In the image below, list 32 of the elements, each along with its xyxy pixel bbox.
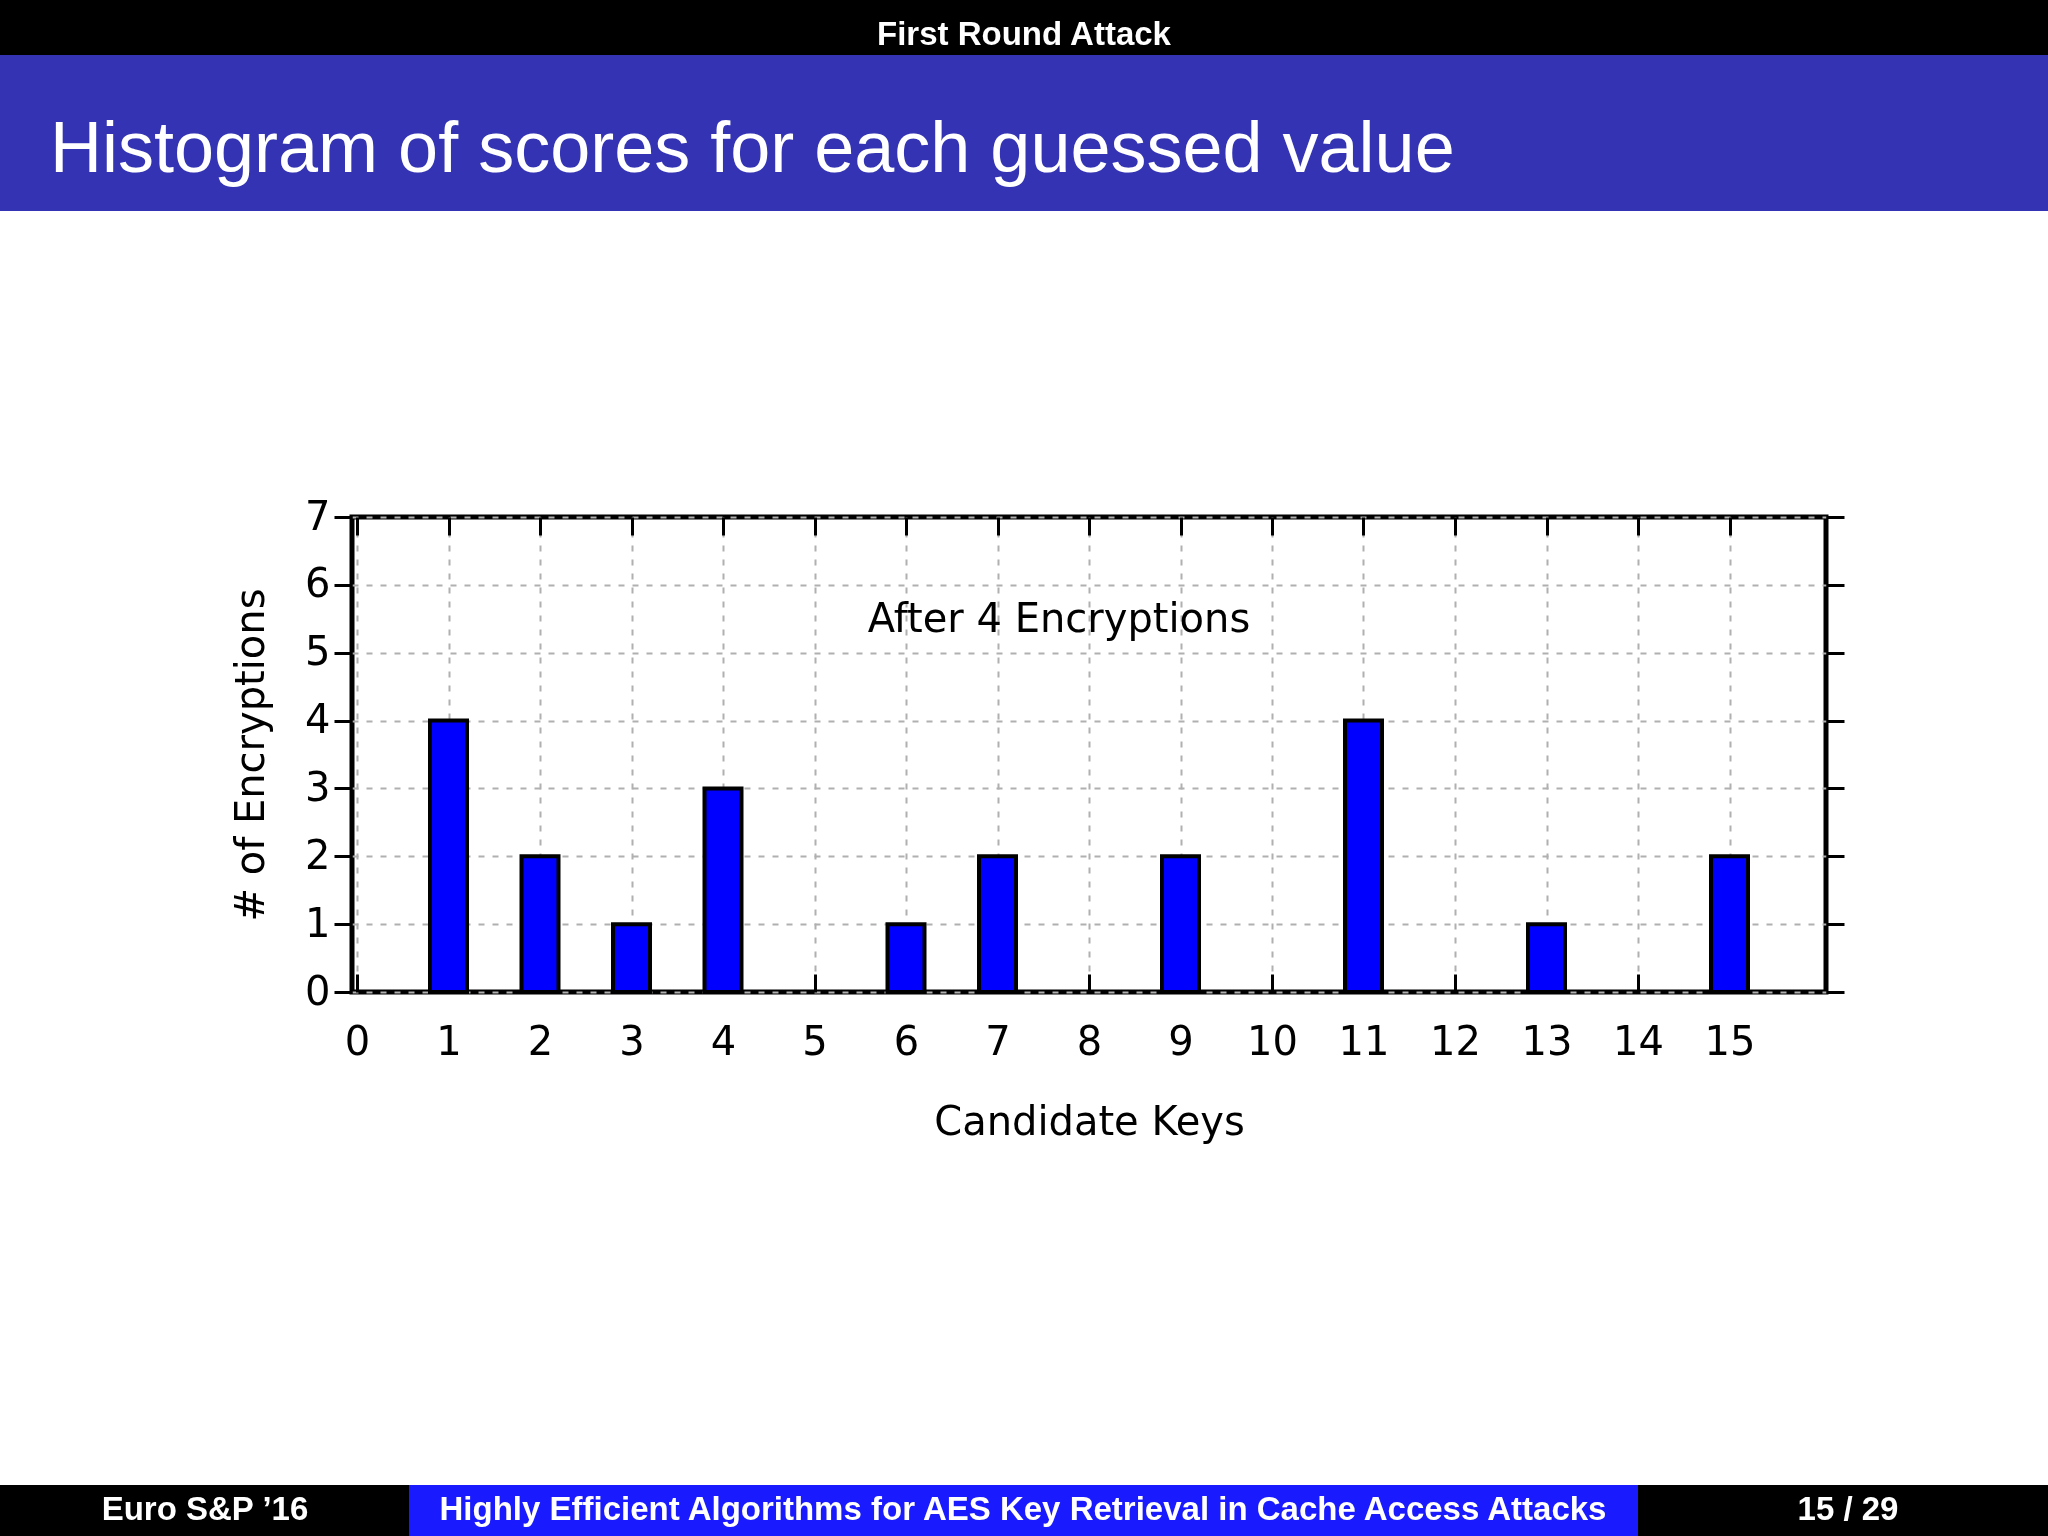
y-tick-label: 3 xyxy=(305,763,331,810)
x-tick-label: 5 xyxy=(802,1017,828,1064)
text: Highly Efficient Algorithms for AES Key Retrieval in Cache Access Attacks xyxy=(439,1490,1607,1527)
x-tick-label: 8 xyxy=(1076,1017,1103,1064)
y-tick-label: 2 xyxy=(305,831,331,878)
x-tick-label: 13 xyxy=(1521,1017,1573,1064)
x-tick-label: 1 xyxy=(436,1017,462,1064)
x-tick-label: 2 xyxy=(527,1017,554,1064)
x-axis-title: Candidate Keys xyxy=(934,1097,1245,1144)
x-tick-label: 10 xyxy=(1247,1017,1298,1064)
x-tick-label: 12 xyxy=(1430,1017,1481,1064)
y-tick-label: 7 xyxy=(305,492,331,539)
text: Euro S&P ’16 xyxy=(101,1490,309,1527)
x-tick-label: 7 xyxy=(985,1017,1011,1064)
y-tick-label: 6 xyxy=(305,560,331,607)
y-axis-title: # of Encryptions xyxy=(227,588,274,922)
x-tick-label: 9 xyxy=(1168,1017,1194,1064)
x-tick-label: 15 xyxy=(1704,1017,1756,1064)
chart-subtitle: First Round Attack xyxy=(877,15,1172,52)
text: 15 / 29 xyxy=(1797,1490,1899,1527)
x-tick-label: 4 xyxy=(710,1017,737,1064)
x-tick-label: 6 xyxy=(893,1017,920,1064)
x-tick-label: 3 xyxy=(619,1017,645,1064)
y-tick-label: 4 xyxy=(305,696,331,743)
y-tick-label: 1 xyxy=(305,899,331,946)
x-tick-label: 0 xyxy=(344,1017,371,1064)
x-tick-label: 11 xyxy=(1338,1017,1390,1064)
y-tick-label: 0 xyxy=(305,967,331,1014)
annotation: After 4 Encryptions xyxy=(867,595,1251,641)
chart-title: Histogram of scores for each guessed value xyxy=(50,107,1455,187)
x-tick-label: 14 xyxy=(1613,1017,1664,1064)
y-tick-label: 5 xyxy=(305,628,331,675)
